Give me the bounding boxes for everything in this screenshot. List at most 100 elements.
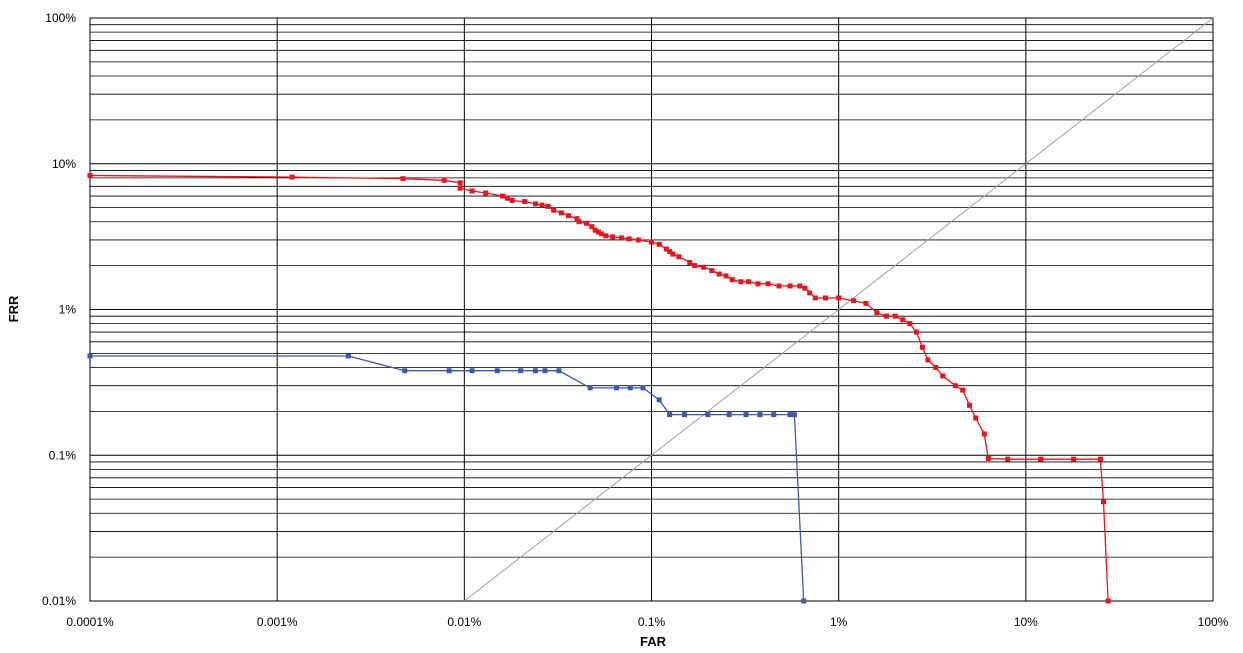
data-point xyxy=(635,237,641,243)
data-point xyxy=(663,246,669,252)
data-point xyxy=(441,177,447,183)
x-tick-label: 100% xyxy=(1198,615,1229,629)
data-point xyxy=(981,431,987,437)
data-point xyxy=(812,295,818,301)
eer-diagonal-line xyxy=(464,17,1214,602)
data-point xyxy=(667,412,673,418)
data-point xyxy=(587,385,593,391)
data-point xyxy=(755,281,761,287)
data-point xyxy=(446,368,452,374)
data-point xyxy=(907,321,913,327)
data-point xyxy=(656,241,662,247)
x-tick-label: 10% xyxy=(1014,615,1038,629)
data-point xyxy=(494,368,500,374)
data-point xyxy=(551,207,557,213)
data-point xyxy=(626,236,632,242)
data-point xyxy=(469,368,475,374)
data-point xyxy=(522,199,528,205)
reference-layer xyxy=(464,17,1214,602)
y-axis-title: FRR xyxy=(6,295,21,322)
data-point xyxy=(709,268,715,274)
x-axis-title: FAR xyxy=(640,634,667,649)
data-point xyxy=(595,229,601,235)
data-point xyxy=(618,235,624,241)
data-point xyxy=(966,402,972,408)
data-point xyxy=(681,412,687,418)
data-point xyxy=(457,180,463,186)
y-tick-label: 0.1% xyxy=(49,448,77,462)
data-point xyxy=(545,203,551,209)
data-point xyxy=(532,368,538,374)
data-point xyxy=(504,195,510,201)
data-point xyxy=(787,283,793,289)
data-point xyxy=(670,251,676,257)
grid-layer xyxy=(89,17,1214,602)
data-point xyxy=(692,263,698,269)
data-point xyxy=(919,344,925,350)
data-point xyxy=(565,213,571,219)
data-point xyxy=(402,368,408,374)
y-tick-label: 0.01% xyxy=(42,594,76,608)
tick-labels: 0.0001% 0.001% 0.01% 0.1% 1% 10% 100% 0.01% 0.1%… xyxy=(42,11,1229,629)
data-point xyxy=(649,239,654,245)
data-point xyxy=(776,283,782,289)
data-point xyxy=(883,313,889,319)
data-point xyxy=(701,264,707,270)
data-point xyxy=(400,176,406,182)
data-point xyxy=(892,313,898,319)
data-point xyxy=(900,317,906,323)
data-point xyxy=(933,364,939,370)
data-point xyxy=(952,383,958,389)
x-tick-label: 0.001% xyxy=(257,615,298,629)
series-0 xyxy=(87,173,1111,604)
data-point xyxy=(925,357,931,363)
data-point xyxy=(469,188,475,194)
y-tick-label: 10% xyxy=(52,157,76,171)
data-point xyxy=(787,412,793,418)
data-point xyxy=(640,385,646,391)
data-point xyxy=(345,353,351,359)
data-point xyxy=(863,300,869,306)
data-point xyxy=(457,185,463,191)
data-point xyxy=(539,202,545,208)
data-point xyxy=(509,197,515,203)
data-point xyxy=(807,290,813,296)
data-point xyxy=(589,224,595,230)
data-point xyxy=(1071,456,1077,462)
data-point xyxy=(738,279,744,285)
data-point xyxy=(483,190,489,196)
data-point xyxy=(603,233,609,239)
data-point xyxy=(757,412,763,418)
data-point xyxy=(771,412,777,418)
data-point xyxy=(627,385,633,391)
data-point xyxy=(1005,456,1011,462)
data-point xyxy=(518,368,524,374)
data-point xyxy=(960,387,966,393)
data-point xyxy=(985,455,991,461)
data-point xyxy=(558,210,564,216)
data-point xyxy=(973,415,979,421)
data-point xyxy=(836,295,842,301)
data-point xyxy=(610,234,616,240)
data-point xyxy=(613,385,619,391)
data-point xyxy=(850,298,856,304)
series-layer xyxy=(87,173,1111,604)
data-point xyxy=(676,254,682,260)
data-point xyxy=(1097,456,1103,462)
data-point xyxy=(87,353,93,359)
y-tick-label: 1% xyxy=(59,303,77,317)
x-tick-label: 0.1% xyxy=(638,615,666,629)
data-point xyxy=(801,598,807,604)
data-point xyxy=(940,373,946,379)
data-point xyxy=(802,285,808,291)
data-point xyxy=(913,329,919,335)
data-point xyxy=(592,227,598,233)
data-point xyxy=(705,412,711,418)
data-point xyxy=(746,279,752,285)
data-point xyxy=(729,277,735,283)
data-point xyxy=(574,216,580,222)
data-point xyxy=(584,220,590,226)
data-point xyxy=(542,368,548,374)
